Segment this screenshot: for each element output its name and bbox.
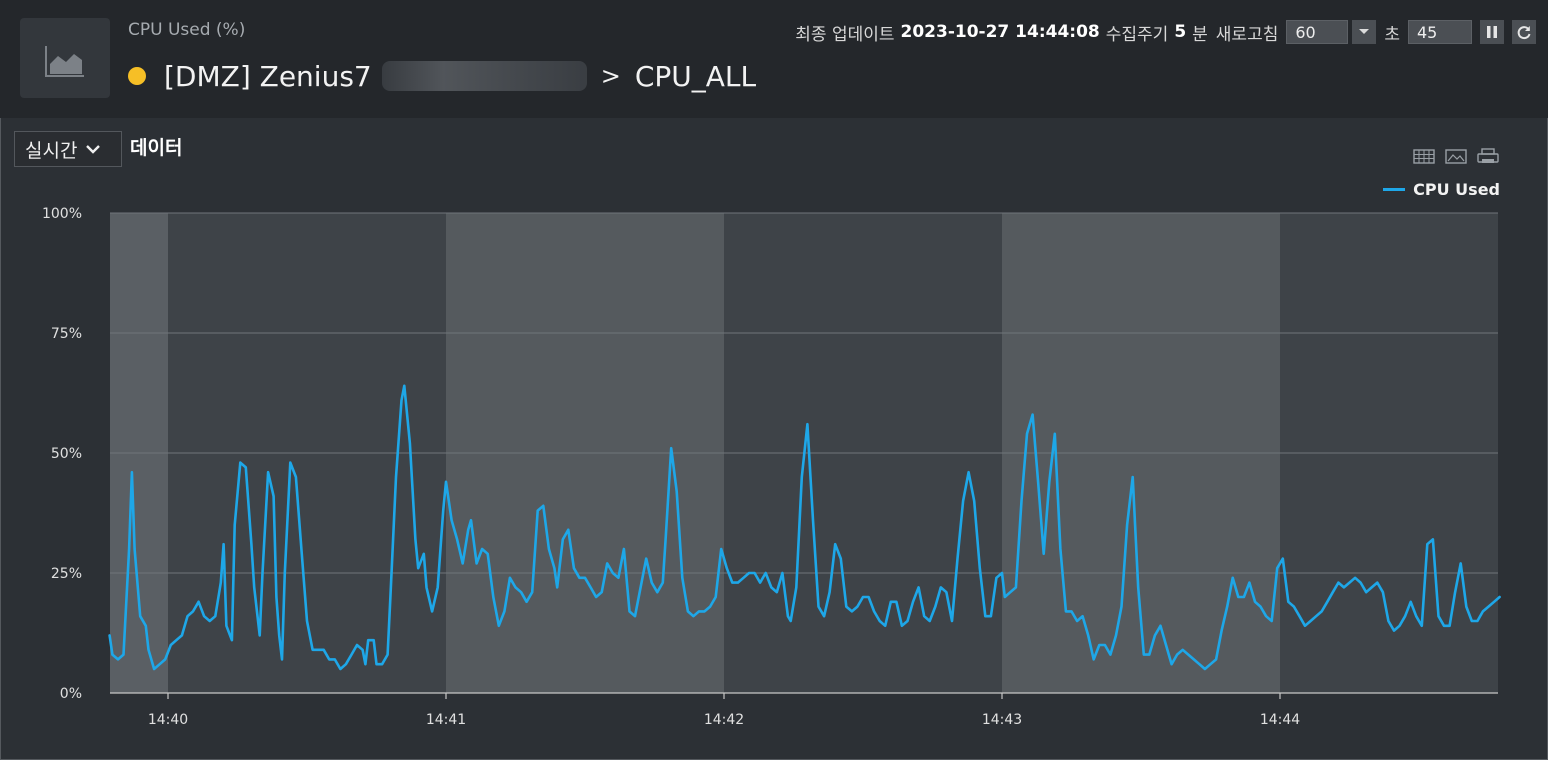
seconds-input[interactable]: 45 [1408, 20, 1472, 44]
chevron-down-icon [86, 145, 101, 154]
page-header: CPU Used (%) [DMZ] Zenius7 > CPU_ALL 최종 … [0, 0, 1548, 118]
data-tab[interactable]: 데이터 [130, 136, 183, 159]
refresh-interval-select[interactable]: 60 [1286, 20, 1349, 44]
refresh-button[interactable] [1512, 20, 1536, 44]
x-tick-label: 14:42 [704, 712, 744, 728]
title-separator: > [600, 62, 621, 90]
y-tick-label: 50% [51, 446, 82, 462]
legend-swatch [1383, 188, 1406, 191]
y-tick-label: 0% [60, 686, 82, 702]
collect-interval-value: 5 [1174, 22, 1187, 42]
collect-interval-label: 수집주기 [1105, 24, 1169, 45]
chart-area-icon [20, 18, 110, 98]
pause-button[interactable] [1480, 20, 1504, 44]
update-info-bar: 최종 업데이트 2023-10-27 14:44:08 수집주기 5 분 새로고… [795, 16, 1536, 48]
y-tick-label: 25% [51, 566, 82, 582]
chart-legend[interactable]: CPU Used [1383, 180, 1500, 199]
x-tick-label: 14:41 [426, 712, 466, 728]
last-update-label: 최종 업데이트 [795, 24, 895, 45]
redacted-address [381, 61, 587, 91]
mode-select[interactable]: 실시간 [14, 131, 122, 167]
y-tick-label: 75% [51, 326, 82, 342]
refresh-label: 새로고침 [1215, 24, 1279, 45]
refresh-dropdown-button[interactable] [1352, 20, 1377, 44]
collect-interval-unit: 분 [1192, 24, 1208, 45]
chevron-down-icon [1359, 29, 1370, 34]
x-tick-label: 14:44 [1260, 712, 1300, 728]
x-tick-label: 14:40 [148, 712, 188, 728]
grid-icon[interactable] [1412, 146, 1436, 166]
image-icon[interactable] [1444, 146, 1468, 166]
series-line-cpu-used [108, 384, 1501, 671]
x-tick-label: 14:43 [982, 712, 1022, 728]
pause-icon [1487, 26, 1497, 38]
print-icon[interactable] [1476, 146, 1500, 166]
page-title: [DMZ] Zenius7 > CPU_ALL [128, 56, 756, 96]
y-tick-label: 100% [42, 206, 82, 222]
refresh-icon [1517, 26, 1531, 40]
chart-tools [1412, 146, 1500, 166]
mode-select-value: 실시간 [25, 139, 78, 162]
seconds-label: 초 [1384, 24, 1400, 45]
status-dot [128, 67, 146, 85]
last-update-value: 2023-10-27 14:44:08 [900, 22, 1100, 42]
chart-toolbar: 실시간 데이터 [14, 130, 182, 168]
page-subtitle: CPU Used (%) [128, 20, 246, 40]
legend-label: CPU Used [1413, 180, 1500, 199]
host-name: [DMZ] Zenius7 [164, 59, 372, 93]
metric-target: CPU_ALL [634, 59, 757, 93]
